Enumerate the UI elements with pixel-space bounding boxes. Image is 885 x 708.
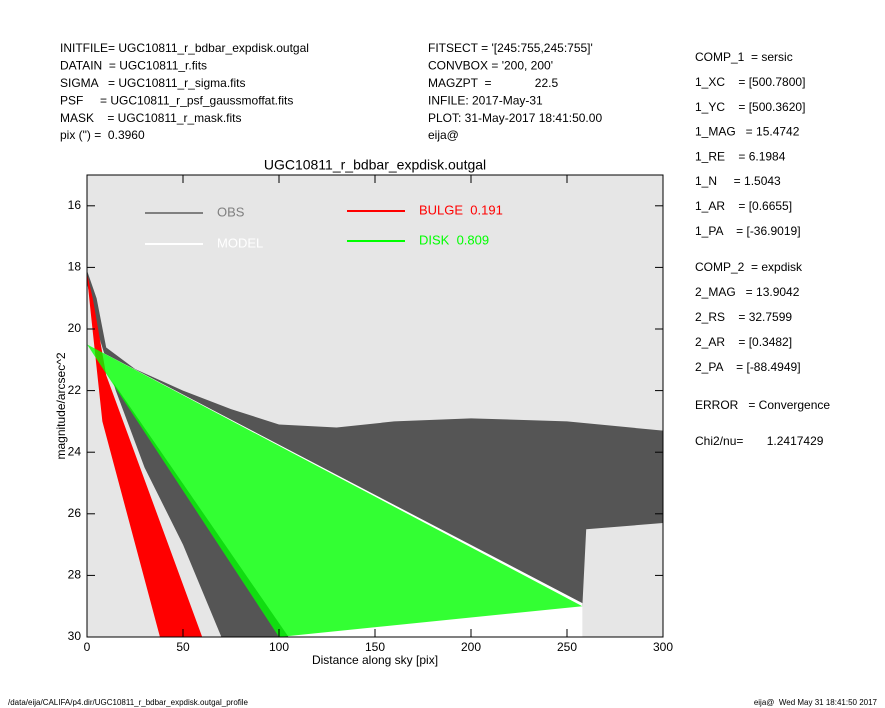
legend-label: BULGE 0.191: [419, 202, 503, 217]
header-left-line: DATAIN = UGC10811_r.fits: [60, 59, 207, 73]
header-right-line: 2_AR = [0.3482]: [695, 335, 792, 349]
header-middle-line: FITSECT = '[245:755,245:755]': [428, 41, 593, 55]
x-tick-label: 150: [365, 640, 385, 654]
y-tick-label: 22: [68, 383, 82, 397]
header-middle-line: CONVBOX = '200, 200': [428, 59, 553, 73]
header-left-line: PSF = UGC10811_r_psf_gaussmoffat.fits: [60, 93, 293, 107]
header-right-line: 2_MAG = 13.9042: [695, 285, 800, 299]
legend-label: DISK 0.809: [419, 232, 489, 247]
header-right-line: COMP_2 = expdisk: [695, 260, 803, 274]
header-right-line: 1_AR = [0.6655]: [695, 199, 792, 213]
header-middle-line: INFILE: 2017-May-31: [428, 93, 543, 107]
header-right-line: 1_PA = [-36.9019]: [695, 224, 801, 238]
chart-title: UGC10811_r_bdbar_expdisk.outgal: [264, 157, 486, 173]
header-right-line: COMP_1 = sersic: [695, 50, 793, 64]
y-tick-label: 26: [68, 506, 82, 520]
header-right-line: 1_RE = 6.1984: [695, 149, 786, 163]
y-tick-label: 24: [68, 444, 82, 458]
header-left-line: pix (") = 0.3960: [60, 128, 145, 142]
y-axis-label: magnitude/arcsec^2: [54, 352, 68, 459]
y-tick-label: 28: [68, 568, 82, 582]
y-tick-label: 20: [68, 321, 82, 335]
legend-label: MODEL: [217, 235, 263, 250]
header-right-line: ERROR = Convergence: [695, 398, 830, 412]
footer-date: eija@ Wed May 31 18:41:50 2017: [754, 698, 878, 707]
header-left-line: MASK = UGC10811_r_mask.fits: [60, 111, 242, 125]
y-tick-label: 18: [68, 260, 82, 274]
legend-label: OBS: [217, 204, 245, 219]
x-tick-label: 100: [269, 640, 289, 654]
header-right-line: 2_PA = [-88.4949]: [695, 360, 801, 374]
y-tick-label: 30: [68, 629, 82, 643]
y-tick-label: 16: [68, 198, 82, 212]
header-middle-line: MAGZPT = 22.5: [428, 76, 558, 90]
header-middle-line: PLOT: 31-May-2017 18:41:50.00: [428, 111, 602, 125]
x-tick-label: 200: [461, 640, 481, 654]
x-tick-label: 50: [176, 640, 190, 654]
footer-path: /data/eija/CALIFA/p4.dir/UGC10811_r_bdba…: [8, 698, 249, 707]
x-tick-label: 250: [557, 640, 577, 654]
point-cloud: [87, 344, 583, 637]
header-left-line: SIGMA = UGC10811_r_sigma.fits: [60, 76, 246, 90]
x-tick-label: 300: [653, 640, 673, 654]
header-left-line: INITFILE= UGC10811_r_bdbar_expdisk.outga…: [60, 41, 309, 55]
header-right-line: 1_YC = [500.3620]: [695, 100, 805, 114]
x-axis-label: Distance along sky [pix]: [312, 653, 438, 667]
point-cloud: [87, 273, 203, 637]
header-right-line: 1_XC = [500.7800]: [695, 75, 805, 89]
header-right-line: 1_MAG = 15.4742: [695, 125, 800, 139]
header-right-line: 2_RS = 32.7599: [695, 310, 792, 324]
header-right-line: 1_N = 1.5043: [695, 174, 781, 188]
plot-marks: [87, 270, 663, 637]
x-tick-label: 0: [84, 640, 91, 654]
header-middle-line: eija@: [428, 128, 459, 142]
header-right-line: Chi2/nu= 1.2417429: [695, 434, 824, 448]
